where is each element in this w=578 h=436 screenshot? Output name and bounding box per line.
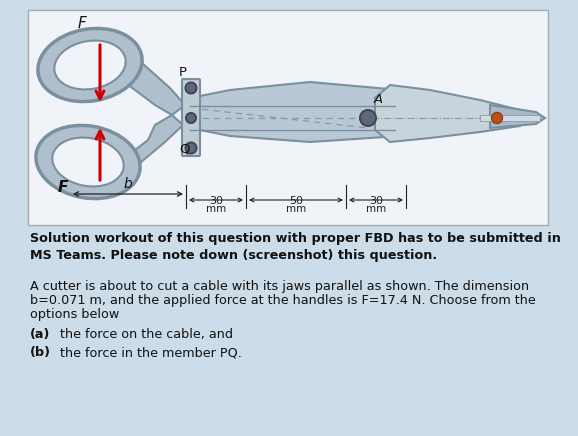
Text: mm: mm xyxy=(286,204,306,214)
Text: F: F xyxy=(78,16,87,31)
Text: A cutter is about to cut a cable with its jaws parallel as shown. The dimension: A cutter is about to cut a cable with it… xyxy=(30,280,529,293)
Text: (b): (b) xyxy=(30,346,51,359)
Ellipse shape xyxy=(52,137,124,187)
Text: the force on the cable, and: the force on the cable, and xyxy=(56,328,233,341)
Text: Q: Q xyxy=(179,142,190,155)
Bar xyxy=(480,115,540,121)
Text: F: F xyxy=(58,180,68,195)
Circle shape xyxy=(360,110,376,126)
Polygon shape xyxy=(185,82,530,142)
Text: 50: 50 xyxy=(289,196,303,206)
Polygon shape xyxy=(375,85,536,142)
Circle shape xyxy=(186,82,197,93)
Text: Solution workout of this question with proper FBD has to be submitted in
MS Team: Solution workout of this question with p… xyxy=(30,232,561,262)
Ellipse shape xyxy=(36,126,140,199)
FancyBboxPatch shape xyxy=(182,79,200,156)
Text: 30: 30 xyxy=(369,196,383,206)
Text: b=0.071 m, and the applied force at the handles is F=17.4 N. Choose from the: b=0.071 m, and the applied force at the … xyxy=(30,294,536,307)
Circle shape xyxy=(186,113,196,123)
Circle shape xyxy=(491,112,502,123)
Text: options below: options below xyxy=(30,308,119,321)
Text: mm: mm xyxy=(206,204,226,214)
Polygon shape xyxy=(490,105,545,128)
Text: b: b xyxy=(124,177,132,191)
Text: P: P xyxy=(179,66,187,79)
Polygon shape xyxy=(108,48,185,115)
Text: (a): (a) xyxy=(30,328,50,341)
Text: A: A xyxy=(374,93,383,106)
Text: mm: mm xyxy=(366,204,386,214)
Circle shape xyxy=(186,143,197,153)
Bar xyxy=(28,10,548,225)
Ellipse shape xyxy=(38,28,142,102)
Ellipse shape xyxy=(54,41,125,89)
Text: the force in the member PQ.: the force in the member PQ. xyxy=(56,346,242,359)
Polygon shape xyxy=(112,115,183,178)
Text: 30: 30 xyxy=(209,196,223,206)
